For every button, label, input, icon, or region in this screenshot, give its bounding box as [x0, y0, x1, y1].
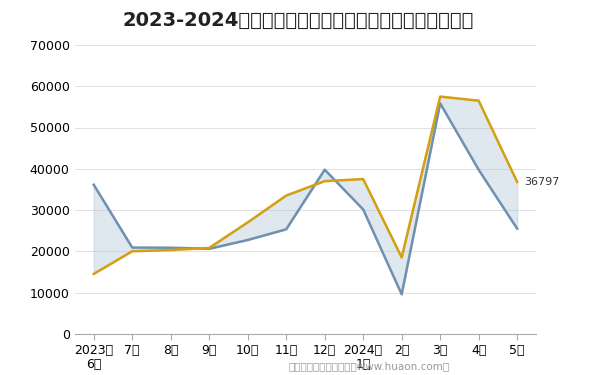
- 出口总额(万美元): [475, 168, 482, 172]
- 进口总额(万美元): [283, 194, 290, 198]
- 出口总额(万美元): [321, 167, 328, 172]
- 进口总额(万美元): [359, 177, 367, 182]
- Line: 进口总额(万美元): 进口总额(万美元): [94, 97, 517, 274]
- Text: 36797: 36797: [524, 177, 560, 187]
- 进口总额(万美元): [167, 248, 174, 252]
- 出口总额(万美元): [129, 245, 136, 250]
- 进口总额(万美元): [437, 94, 444, 99]
- 进口总额(万美元): [244, 220, 252, 225]
- 出口总额(万美元): [206, 246, 213, 251]
- 出口总额(万美元): [167, 246, 174, 250]
- 进口总额(万美元): [514, 180, 521, 184]
- Line: 出口总额(万美元): 出口总额(万美元): [94, 104, 517, 294]
- 出口总额(万美元): [437, 101, 444, 106]
- 进口总额(万美元): [90, 272, 97, 276]
- 进口总额(万美元): [475, 99, 482, 103]
- 进口总额(万美元): [321, 179, 328, 183]
- 出口总额(万美元): [283, 227, 290, 232]
- 出口总额(万美元): [244, 238, 252, 242]
- 进口总额(万美元): [206, 246, 213, 250]
- Text: 2023-2024年郴州市商品收发货人所在地进、出口额统计: 2023-2024年郴州市商品收发货人所在地进、出口额统计: [122, 11, 474, 30]
- 出口总额(万美元): [90, 183, 97, 187]
- 进口总额(万美元): [129, 249, 136, 254]
- 进口总额(万美元): [398, 255, 405, 260]
- 出口总额(万美元): [398, 292, 405, 297]
- Text: 制图：华经产业研究院（www.huaon.com）: 制图：华经产业研究院（www.huaon.com）: [289, 361, 450, 371]
- 出口总额(万美元): [514, 226, 521, 231]
- 出口总额(万美元): [359, 207, 367, 212]
